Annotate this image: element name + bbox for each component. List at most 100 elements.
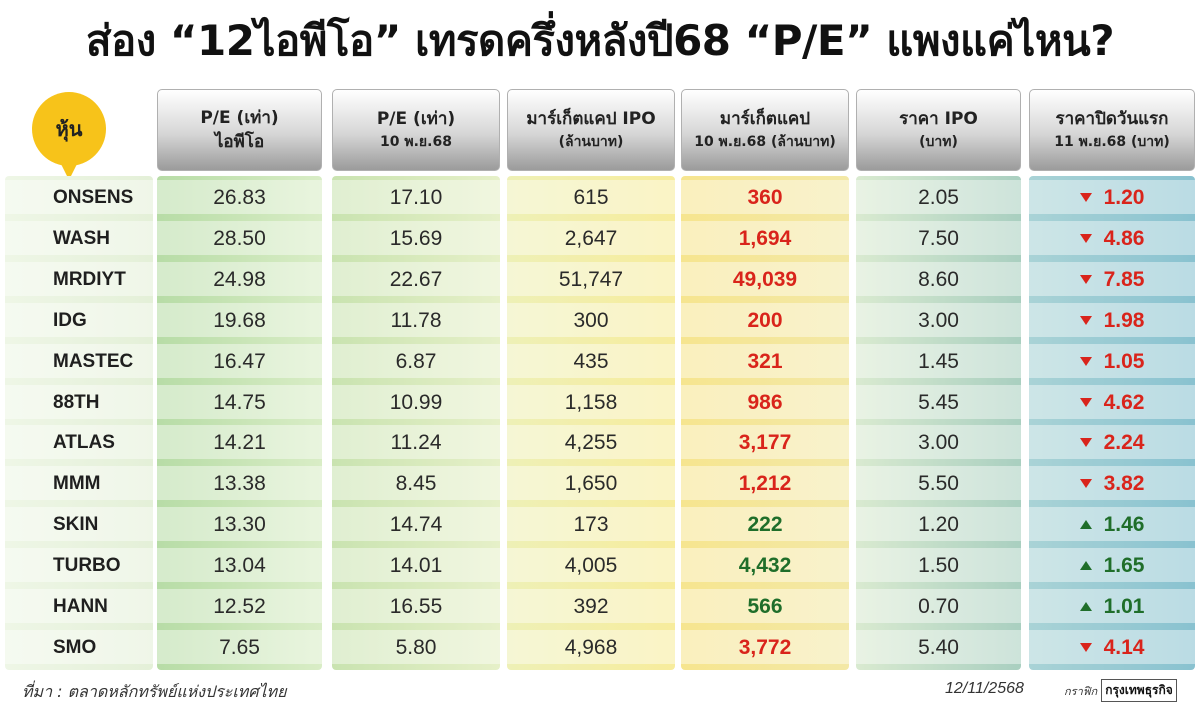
table-row: MRDIYT 24.98 22.67 51,747 49,039 8.60 7.85 xyxy=(0,260,1200,296)
header-mcap-ipo-line1: มาร์เก็ตแคป IPO xyxy=(526,109,656,129)
pe-ipo-value: 13.04 xyxy=(213,554,266,578)
down-triangle-icon xyxy=(1079,642,1092,652)
band-first-day-close xyxy=(1029,176,1195,670)
up-triangle-icon xyxy=(1079,561,1092,571)
close-price: 1.65 xyxy=(1103,554,1145,578)
mcap-ipo-value: 51,747 xyxy=(558,267,624,291)
mcap-ipo-value: 300 xyxy=(573,308,609,332)
pe-ipo-value: 24.98 xyxy=(213,267,266,291)
close-price: 1.01 xyxy=(1103,595,1145,618)
mcap-now-value: 3,177 xyxy=(738,431,792,455)
pe-ipo-value: 13.30 xyxy=(213,513,266,537)
source-note: ที่มา : ตลาดหลักทรัพย์แห่งประเทศไทย xyxy=(22,682,287,701)
pe-now-value: 5.80 xyxy=(395,635,437,659)
mcap-now-value: 321 xyxy=(747,349,783,373)
header-first-day-close-line1: ราคาปิดวันแรก xyxy=(1055,109,1169,129)
header-mcap-ipo-line2: (ล้านบาท) xyxy=(558,134,624,150)
down-triangle-icon xyxy=(1079,274,1092,284)
ipo-price-value: 7.50 xyxy=(918,226,959,250)
pe-now-value: 14.74 xyxy=(389,513,443,537)
pe-now-value: 22.67 xyxy=(389,267,443,291)
stock-column-badge: หุ้น xyxy=(32,92,106,180)
table-row: 88TH 14.75 10.99 1,158 986 5.45 4.62 xyxy=(0,383,1200,419)
header-ipo-price-line2: (บาท) xyxy=(919,134,958,150)
mcap-now-value: 222 xyxy=(747,513,783,537)
pe-ipo-value: 16.47 xyxy=(213,349,266,373)
close-price: 2.24 xyxy=(1103,431,1145,455)
page-title: ส่อง “12ไอพีโอ” เทรดครึ่งหลังปี68 “P/E” … xyxy=(85,16,1115,65)
mcap-now-value: 3,772 xyxy=(738,635,792,659)
row-stripe xyxy=(5,589,1195,623)
stock-name: ONSENS xyxy=(53,187,134,208)
mcap-ipo-value: 615 xyxy=(573,186,609,209)
mcap-now-value: 566 xyxy=(747,595,783,618)
ipo-price-value: 5.50 xyxy=(918,472,959,496)
stock-name: MASTEC xyxy=(53,350,134,372)
header-mcap-now: มาร์เก็ตแคป 10 พ.ย.68 (ล้านบาท) xyxy=(681,89,849,171)
pe-now-value: 14.01 xyxy=(389,554,443,578)
table-row: SMO 7.65 5.80 4,968 3,772 5.40 4.14 xyxy=(0,628,1200,664)
mcap-now-value: 1,212 xyxy=(738,472,792,496)
header-first-day-close-line2: 11 พ.ย.68 (บาท) xyxy=(1054,134,1170,150)
ipo-price-value: 0.70 xyxy=(918,595,959,618)
header-pe-ipo: P/E (เท่า) ไอพีโอ xyxy=(157,89,322,171)
table-row: WASH 28.50 15.69 2,647 1,694 7.50 4.86 xyxy=(0,219,1200,255)
band-mcap-ipo xyxy=(507,176,675,670)
first-day-close-value: 4.86 xyxy=(1029,221,1195,255)
header-pe-ipo-line2: ไอพีโอ xyxy=(214,132,265,152)
pe-now-value: 10.99 xyxy=(389,390,443,414)
band-mcap-now xyxy=(681,176,849,670)
band-ipo-price xyxy=(856,176,1021,670)
ipo-price-value: 1.20 xyxy=(918,513,959,537)
row-stripe xyxy=(5,384,1195,419)
pe-now-value: 8.45 xyxy=(395,472,437,496)
stock-name: SKIN xyxy=(53,514,99,536)
table-row: ATLAS 14.21 11.24 4,255 3,177 3.00 2.24 xyxy=(0,423,1200,460)
row-stripe xyxy=(5,629,1195,664)
close-price: 4.86 xyxy=(1103,226,1145,250)
ipo-price-value: 1.50 xyxy=(918,554,959,578)
mcap-ipo-value: 4,968 xyxy=(564,635,618,659)
mcap-ipo-value: 4,005 xyxy=(564,554,618,578)
pe-ipo-value: 28.50 xyxy=(213,226,266,250)
close-price: 1.05 xyxy=(1103,349,1145,373)
up-triangle-icon xyxy=(1079,602,1092,611)
stock-name: IDG xyxy=(53,309,87,331)
close-price: 1.46 xyxy=(1103,513,1145,537)
pe-ipo-value: 12.52 xyxy=(213,595,266,618)
mcap-now-value: 360 xyxy=(747,186,783,209)
mcap-ipo-value: 2,647 xyxy=(564,226,618,250)
publish-date: 12/11/2568 xyxy=(945,680,1024,697)
first-day-close-value: 7.85 xyxy=(1029,262,1195,296)
row-stripe xyxy=(5,302,1195,337)
first-day-close-value: 1.20 xyxy=(1029,180,1195,214)
brand-logo: กรุงเทพธุรกิจ xyxy=(1101,679,1177,702)
band-stock xyxy=(5,176,153,670)
up-triangle-icon xyxy=(1079,520,1092,530)
stock-name: TURBO xyxy=(53,555,121,577)
table-row: ONSENS 26.83 17.10 615 360 2.05 1.20 xyxy=(0,178,1200,214)
first-day-close-value: 1.65 xyxy=(1029,548,1195,582)
stock-column-label: หุ้น xyxy=(55,117,83,141)
pe-ipo-value: 19.68 xyxy=(213,308,266,332)
row-stripe xyxy=(5,507,1195,542)
close-price: 7.85 xyxy=(1103,267,1145,291)
down-triangle-icon xyxy=(1079,397,1092,407)
close-price: 3.82 xyxy=(1103,472,1145,496)
down-triangle-icon xyxy=(1079,356,1092,366)
band-pe-now xyxy=(332,176,500,670)
row-stripe xyxy=(5,548,1195,583)
table-row: IDG 19.68 11.78 300 200 3.00 1.98 xyxy=(0,301,1200,337)
table-row: HANN 12.52 16.55 392 566 0.70 1.01 xyxy=(0,587,1200,623)
first-day-close-value: 3.82 xyxy=(1029,466,1195,500)
close-price: 1.98 xyxy=(1103,308,1145,332)
ipo-price-value: 3.00 xyxy=(918,308,959,332)
stock-name: MRDIYT xyxy=(53,268,126,290)
ipo-price-value: 5.40 xyxy=(918,635,959,659)
stock-name: WASH xyxy=(53,227,110,249)
graphic-label: กราฟิก xyxy=(1064,684,1098,698)
mcap-ipo-value: 1,650 xyxy=(564,472,618,496)
down-triangle-icon xyxy=(1079,479,1092,489)
first-day-close-value: 1.05 xyxy=(1029,344,1195,378)
first-day-close-value: 1.01 xyxy=(1029,589,1195,623)
